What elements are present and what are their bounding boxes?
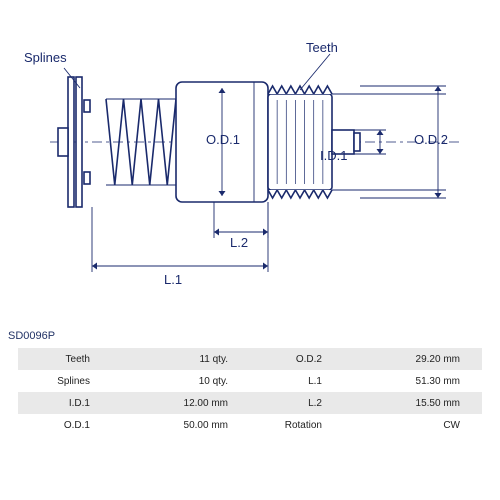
table-row: I.D.112.00 mmL.215.50 mm [18, 392, 482, 414]
diagram-area: Splines Teeth O.D.1 O.D.2 I.D.1 L.1 L.2 [10, 10, 490, 310]
spec-label: I.D.1 [18, 392, 104, 414]
spec-value: 11 qty. [104, 348, 250, 370]
spec-value: 51.30 mm [336, 370, 482, 392]
spec-value: CW [336, 414, 482, 436]
table-row: O.D.150.00 mmRotationCW [18, 414, 482, 436]
table-row: Teeth11 qty.O.D.229.20 mm [18, 348, 482, 370]
table-row: Splines10 qty.L.151.30 mm [18, 370, 482, 392]
spec-value: 29.20 mm [336, 348, 482, 370]
label-splines: Splines [24, 50, 67, 65]
spec-label: Rotation [250, 414, 336, 436]
technical-drawing [10, 10, 490, 310]
spec-table: Teeth11 qty.O.D.229.20 mmSplines10 qty.L… [18, 348, 482, 436]
label-od2: O.D.2 [414, 132, 448, 147]
label-teeth: Teeth [306, 40, 338, 55]
spec-label: L.1 [250, 370, 336, 392]
part-id: SD0096P [8, 330, 55, 342]
label-l2: L.2 [230, 235, 248, 250]
spec-value: 12.00 mm [104, 392, 250, 414]
label-id1: I.D.1 [320, 148, 347, 163]
spec-label: Teeth [18, 348, 104, 370]
spec-value: 10 qty. [104, 370, 250, 392]
label-l1: L.1 [164, 272, 182, 287]
spec-label: L.2 [250, 392, 336, 414]
spec-label: Splines [18, 370, 104, 392]
spec-label: O.D.2 [250, 348, 336, 370]
spec-label: O.D.1 [18, 414, 104, 436]
spec-value: 15.50 mm [336, 392, 482, 414]
spec-value: 50.00 mm [104, 414, 250, 436]
label-od1: O.D.1 [206, 132, 240, 147]
